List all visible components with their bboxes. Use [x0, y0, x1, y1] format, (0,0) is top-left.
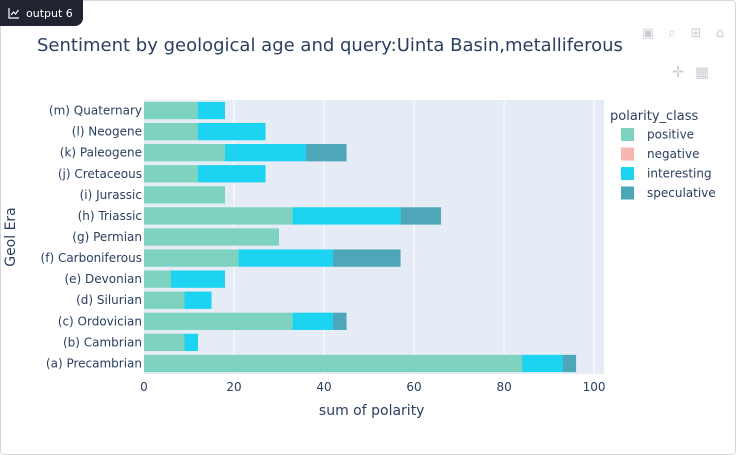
x-tick-label: 40: [316, 380, 331, 394]
legend-swatch-speculative[interactable]: [621, 186, 634, 200]
y-tick-label: (h) Triassic: [78, 209, 142, 223]
bar-positive[interactable]: [144, 122, 199, 141]
y-tick-label: (b) Cambrian: [63, 335, 142, 349]
zoom-icon[interactable]: ⌕: [668, 26, 676, 41]
x-tick-label: 60: [406, 380, 421, 394]
bar-positive[interactable]: [144, 333, 185, 352]
x-tick-label: 80: [496, 380, 511, 394]
y-tick-label: (g) Permian: [72, 230, 142, 244]
bar-speculative[interactable]: [306, 144, 347, 162]
y-tick-label: (k) Paleogene: [60, 146, 142, 160]
y-tick-label: (j) Cretaceous: [58, 167, 142, 181]
legend-label-positive[interactable]: positive: [647, 128, 694, 142]
y-tick-label: (i) Jurassic: [80, 188, 142, 202]
y-axis-title: Geol Era: [3, 207, 19, 267]
y-tick-label: (e) Devonian: [64, 272, 142, 286]
legend-label-interesting[interactable]: interesting: [647, 167, 712, 181]
bar-interesting[interactable]: [184, 291, 212, 309]
bar-speculative[interactable]: [400, 207, 442, 225]
bar-interesting[interactable]: [184, 333, 199, 352]
bar-positive[interactable]: [144, 165, 199, 183]
x-tick-labels: 0 20 40 60 80 100: [140, 380, 605, 394]
box-select-icon[interactable]: ▦: [694, 63, 710, 81]
chart-title: Sentiment by geological age and query:Ui…: [37, 35, 623, 56]
modebar: ▣ ⌕ ⊞ ⌂: [640, 26, 728, 42]
bar-interesting[interactable]: [292, 207, 401, 225]
pan-icon[interactable]: ✛: [671, 63, 685, 81]
legend-swatch-interesting[interactable]: [621, 167, 634, 180]
y-tick-label: (d) Silurian: [76, 293, 142, 307]
legend-label-speculative[interactable]: speculative: [647, 186, 716, 200]
x-tick-label: 0: [140, 380, 148, 394]
bar-interesting[interactable]: [198, 165, 266, 183]
bar-speculative[interactable]: [562, 354, 577, 373]
y-tick-label: (a) Precambrian: [46, 356, 142, 370]
bar-interesting[interactable]: [225, 144, 307, 162]
bar-interesting[interactable]: [238, 249, 334, 267]
bar-positive[interactable]: [144, 354, 523, 373]
autoscale-icon[interactable]: ⊞: [690, 26, 702, 41]
bar-interesting[interactable]: [292, 312, 334, 330]
y-tick-label: (f) Carboniferous: [41, 251, 142, 265]
reset-axes-icon[interactable]: ⌂: [715, 26, 725, 41]
chart-icon: [8, 8, 19, 19]
legend[interactable]: positive negative interesting speculative: [621, 128, 716, 201]
bar-positive[interactable]: [144, 228, 280, 246]
bar-positive[interactable]: [144, 144, 226, 162]
bar-speculative[interactable]: [333, 249, 401, 267]
bar-positive[interactable]: [144, 270, 172, 288]
bar-interesting[interactable]: [171, 270, 226, 288]
bar-interesting[interactable]: [198, 101, 226, 120]
modebar-secondary: ✛ ▦: [670, 64, 710, 80]
y-tick-label: (c) Ordovician: [58, 314, 142, 328]
y-tick-labels: (a) Precambrian (b) Cambrian (c) Ordovicia…: [41, 104, 142, 371]
bar-positive[interactable]: [144, 312, 293, 330]
x-tick-label: 20: [226, 380, 241, 394]
camera-icon[interactable]: ▣: [641, 26, 655, 41]
bar-positive[interactable]: [144, 101, 199, 120]
legend-label-negative[interactable]: negative: [647, 147, 699, 161]
bar-interesting[interactable]: [522, 354, 563, 373]
bar-positive[interactable]: [144, 249, 239, 267]
output-tab-label: output 6: [26, 6, 73, 20]
x-axis-title: sum of polarity: [319, 403, 425, 419]
bar-positive[interactable]: [144, 186, 226, 204]
x-tick-label: 100: [583, 380, 606, 394]
y-tick-label: (m) Quaternary: [49, 104, 142, 118]
legend-swatch-positive[interactable]: [621, 128, 634, 141]
bar-positive[interactable]: [144, 291, 185, 309]
bar-positive[interactable]: [144, 207, 293, 225]
bars: [144, 101, 577, 373]
bar-interesting[interactable]: [198, 122, 266, 141]
legend-swatch-negative[interactable]: [621, 147, 634, 161]
legend-title: polarity_class: [610, 109, 699, 124]
bar-speculative[interactable]: [333, 312, 347, 330]
y-tick-label: (l) Neogene: [72, 125, 142, 139]
output-tab[interactable]: output 6: [0, 0, 83, 26]
